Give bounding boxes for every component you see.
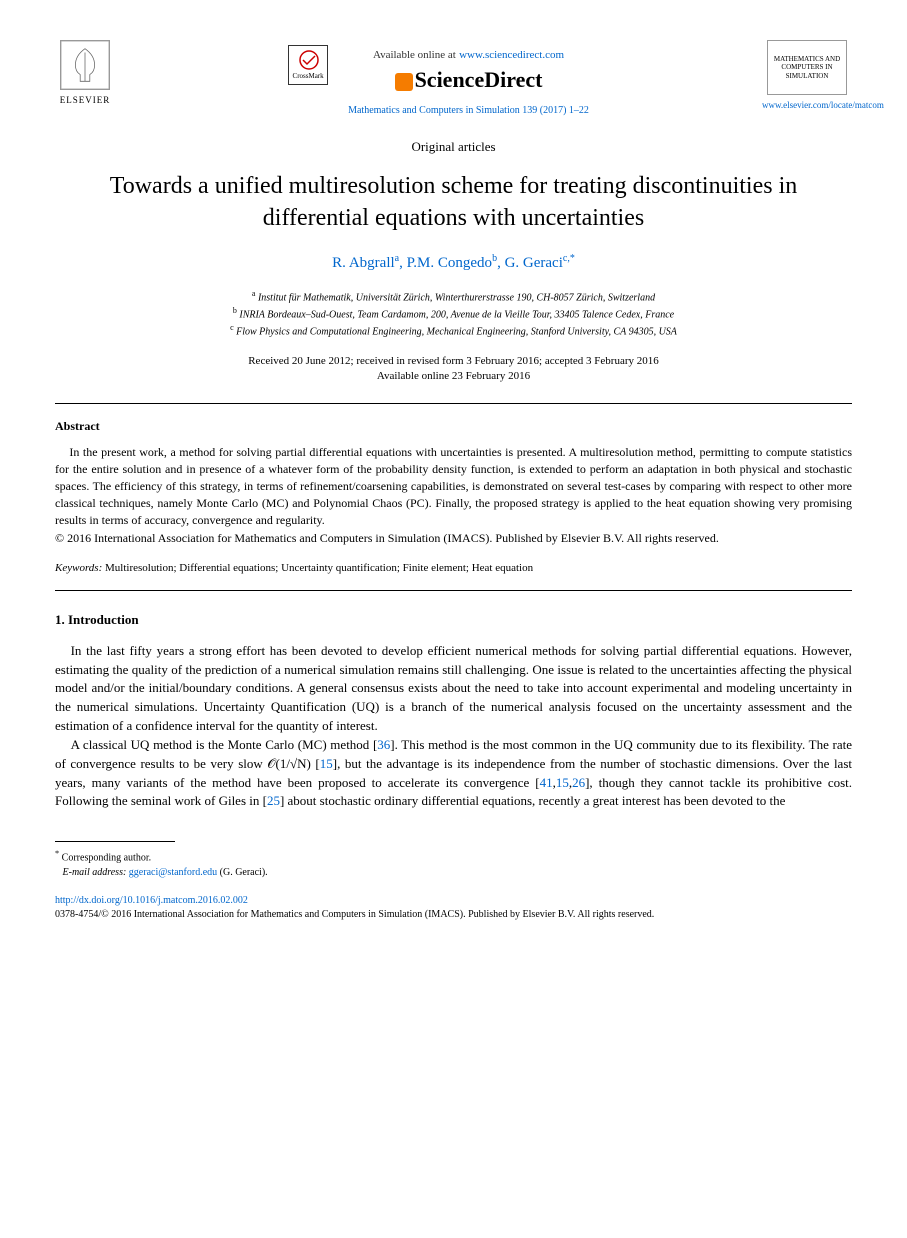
issn-copyright: 0378-4754/© 2016 International Associati… bbox=[55, 908, 852, 921]
article-dates: Received 20 June 2012; received in revis… bbox=[55, 354, 852, 385]
intro-para-1: In the last fifty years a strong effort … bbox=[55, 642, 852, 736]
sciencedirect-icon bbox=[395, 73, 413, 91]
sciencedirect-block: Available online at www.sciencedirect.co… bbox=[348, 45, 589, 118]
dates-online: Available online 23 February 2016 bbox=[55, 369, 852, 384]
article-type: Original articles bbox=[55, 138, 852, 156]
affiliations: a Institut für Mathematik, Universität Z… bbox=[55, 288, 852, 340]
journal-cover-box: MATHEMATICS AND COMPUTERS IN SIMULATION bbox=[767, 40, 847, 95]
sciencedirect-url[interactable]: www.sciencedirect.com bbox=[459, 49, 564, 61]
sciencedirect-logo: ScienceDirect bbox=[348, 65, 589, 96]
divider-top bbox=[55, 403, 852, 404]
header-row: ELSEVIER CrossMark Available online at w… bbox=[55, 40, 852, 118]
abstract-copyright: © 2016 International Association for Mat… bbox=[55, 530, 852, 547]
article-title: Towards a unified multiresolution scheme… bbox=[55, 171, 852, 233]
doi-link[interactable]: http://dx.doi.org/10.1016/j.matcom.2016.… bbox=[55, 894, 852, 908]
email-link[interactable]: ggeraci@stanford.edu bbox=[129, 867, 217, 878]
corresponding-author: * Corresponding author. bbox=[55, 848, 852, 865]
available-text: Available online at bbox=[373, 49, 456, 61]
elsevier-logo: ELSEVIER bbox=[55, 40, 115, 110]
email-footnote: E-mail address: ggeraci@stanford.edu (G.… bbox=[55, 866, 852, 880]
section-1-heading: 1. Introduction bbox=[55, 611, 852, 629]
authors: R. Abgralla, P.M. Congedob, G. Geracic,* bbox=[55, 252, 852, 274]
elsevier-label: ELSEVIER bbox=[60, 94, 111, 107]
divider-bottom bbox=[55, 590, 852, 591]
elsevier-tree-icon bbox=[60, 40, 110, 90]
center-header: CrossMark Available online at www.scienc… bbox=[115, 40, 762, 118]
keywords-list: Multiresolution; Differential equations;… bbox=[102, 562, 533, 574]
keywords: Keywords: Multiresolution; Differential … bbox=[55, 561, 852, 576]
journal-reference[interactable]: Mathematics and Computers in Simulation … bbox=[348, 104, 589, 118]
crossmark-badge[interactable]: CrossMark bbox=[288, 45, 328, 85]
footnote-rule bbox=[55, 841, 175, 842]
journal-cover: MATHEMATICS AND COMPUTERS IN SIMULATION … bbox=[762, 40, 852, 112]
keywords-label: Keywords: bbox=[55, 562, 102, 574]
locate-link[interactable]: www.elsevier.com/locate/matcom bbox=[762, 99, 852, 112]
abstract-text: In the present work, a method for solvin… bbox=[55, 444, 852, 528]
abstract-heading: Abstract bbox=[55, 418, 852, 435]
dates-received: Received 20 June 2012; received in revis… bbox=[55, 354, 852, 369]
crossmark-label: CrossMark bbox=[289, 72, 327, 82]
intro-para-2: A classical UQ method is the Monte Carlo… bbox=[55, 736, 852, 811]
